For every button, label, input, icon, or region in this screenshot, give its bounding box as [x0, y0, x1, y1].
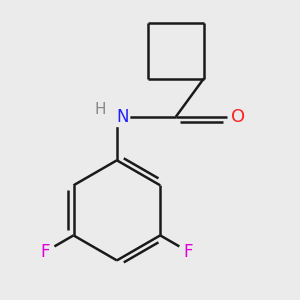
Text: F: F: [41, 243, 50, 261]
Text: H: H: [95, 102, 106, 117]
Text: O: O: [230, 108, 245, 126]
Text: F: F: [184, 243, 193, 261]
Text: N: N: [116, 108, 129, 126]
